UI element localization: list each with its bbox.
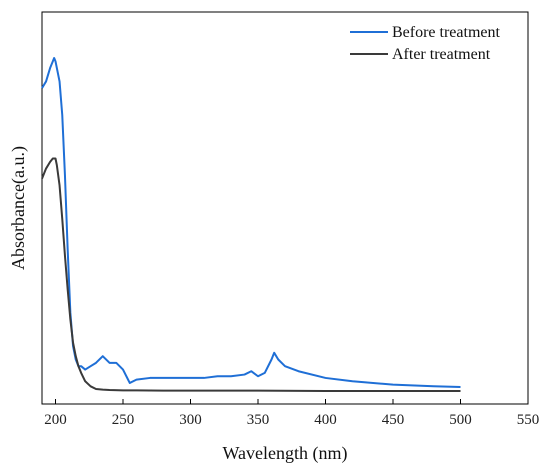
x-tick-label: 450 bbox=[382, 412, 405, 428]
x-tick-label: 300 bbox=[179, 412, 202, 428]
series-line-before-treatment bbox=[41, 57, 461, 388]
x-axis-ticks: 200 250 300 350 400 450 500 550 bbox=[44, 399, 539, 428]
x-tick-label: 350 bbox=[247, 412, 270, 428]
x-tick-label: 200 bbox=[44, 412, 67, 428]
series-line-after-treatment bbox=[41, 157, 461, 392]
x-axis-title: Wavelength (nm) bbox=[222, 443, 347, 464]
y-axis-title: Absorbance(a.u.) bbox=[8, 146, 29, 270]
legend-label: After treatment bbox=[392, 46, 491, 63]
plot-frame bbox=[41, 11, 529, 405]
x-tick-label: 550 bbox=[517, 412, 540, 428]
series-layer bbox=[41, 57, 461, 392]
legend-label: Before treatment bbox=[392, 24, 501, 41]
x-tick-label: 400 bbox=[314, 412, 337, 428]
legend: Before treatment After treatment bbox=[350, 24, 501, 63]
x-tick-label: 250 bbox=[112, 412, 135, 428]
x-tick-label: 500 bbox=[449, 412, 472, 428]
